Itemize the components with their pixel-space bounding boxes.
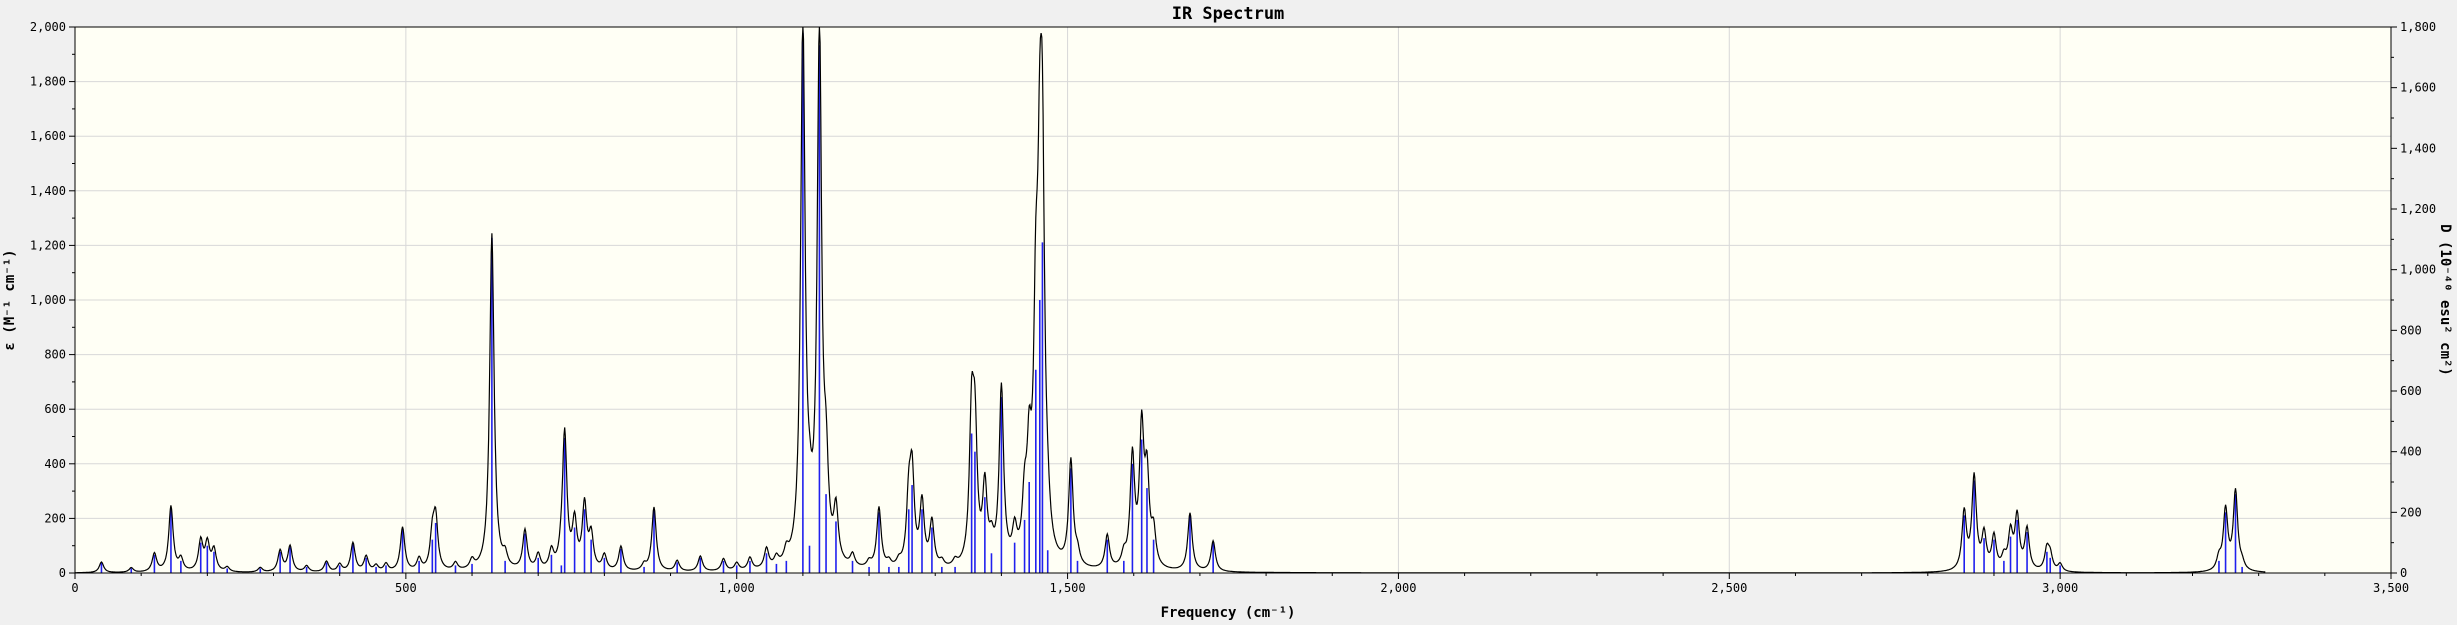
y-axis-left-label: ε (M⁻¹ cm⁻¹) <box>2 249 18 350</box>
y-right-tick-label: 1,200 <box>2400 202 2436 216</box>
y-left-tick-label: 1,600 <box>30 129 66 143</box>
y-left-tick-label: 1,000 <box>30 293 66 307</box>
y-left-tick-label: 1,200 <box>30 238 66 252</box>
x-tick-label: 500 <box>395 581 417 595</box>
y-left-tick-label: 400 <box>44 457 66 471</box>
y-right-tick-label: 600 <box>2400 384 2422 398</box>
y-right-tick-label: 1,400 <box>2400 141 2436 155</box>
x-tick-label: 3,500 <box>2373 581 2409 595</box>
y-right-tick-label: 1,800 <box>2400 20 2436 34</box>
x-tick-label: 2,500 <box>1711 581 1747 595</box>
y-left-tick-label: 200 <box>44 511 66 525</box>
y-right-tick-label: 400 <box>2400 445 2422 459</box>
y-left-tick-label: 0 <box>59 566 66 580</box>
stick-series <box>100 33 2243 573</box>
y-right-tick-label: 1,600 <box>2400 81 2436 95</box>
grid-lines <box>75 27 2391 573</box>
y-right-tick-label: 800 <box>2400 323 2422 337</box>
plot-frame <box>74 26 2392 574</box>
x-tick-label: 3,000 <box>2042 581 2078 595</box>
x-tick-label: 1,000 <box>719 581 755 595</box>
y-axis-right-label: D (10⁻⁴⁰ esu² cm²) <box>2437 224 2453 376</box>
y-left-tick-label: 1,800 <box>30 75 66 89</box>
y-left-tick-label: 600 <box>44 402 66 416</box>
x-tick-label: 1,500 <box>1050 581 1086 595</box>
chart-title: IR Spectrum <box>1172 4 1285 24</box>
y-right-tick-label: 200 <box>2400 505 2422 519</box>
y-right-tick-label: 1,000 <box>2400 263 2436 277</box>
x-tick-label: 2,000 <box>1380 581 1416 595</box>
y-left-tick-label: 800 <box>44 348 66 362</box>
x-tick-label: 0 <box>71 581 78 595</box>
x-axis-label: Frequency (cm⁻¹) <box>1161 605 1296 621</box>
y-left-tick-label: 1,400 <box>30 184 66 198</box>
y-left-tick-label: 2,000 <box>30 20 66 34</box>
y-right-tick-label: 0 <box>2400 566 2407 580</box>
axes: 0 500 1,000 1,500 2,000 2,500 3,000 3,500020040… <box>30 20 2436 595</box>
